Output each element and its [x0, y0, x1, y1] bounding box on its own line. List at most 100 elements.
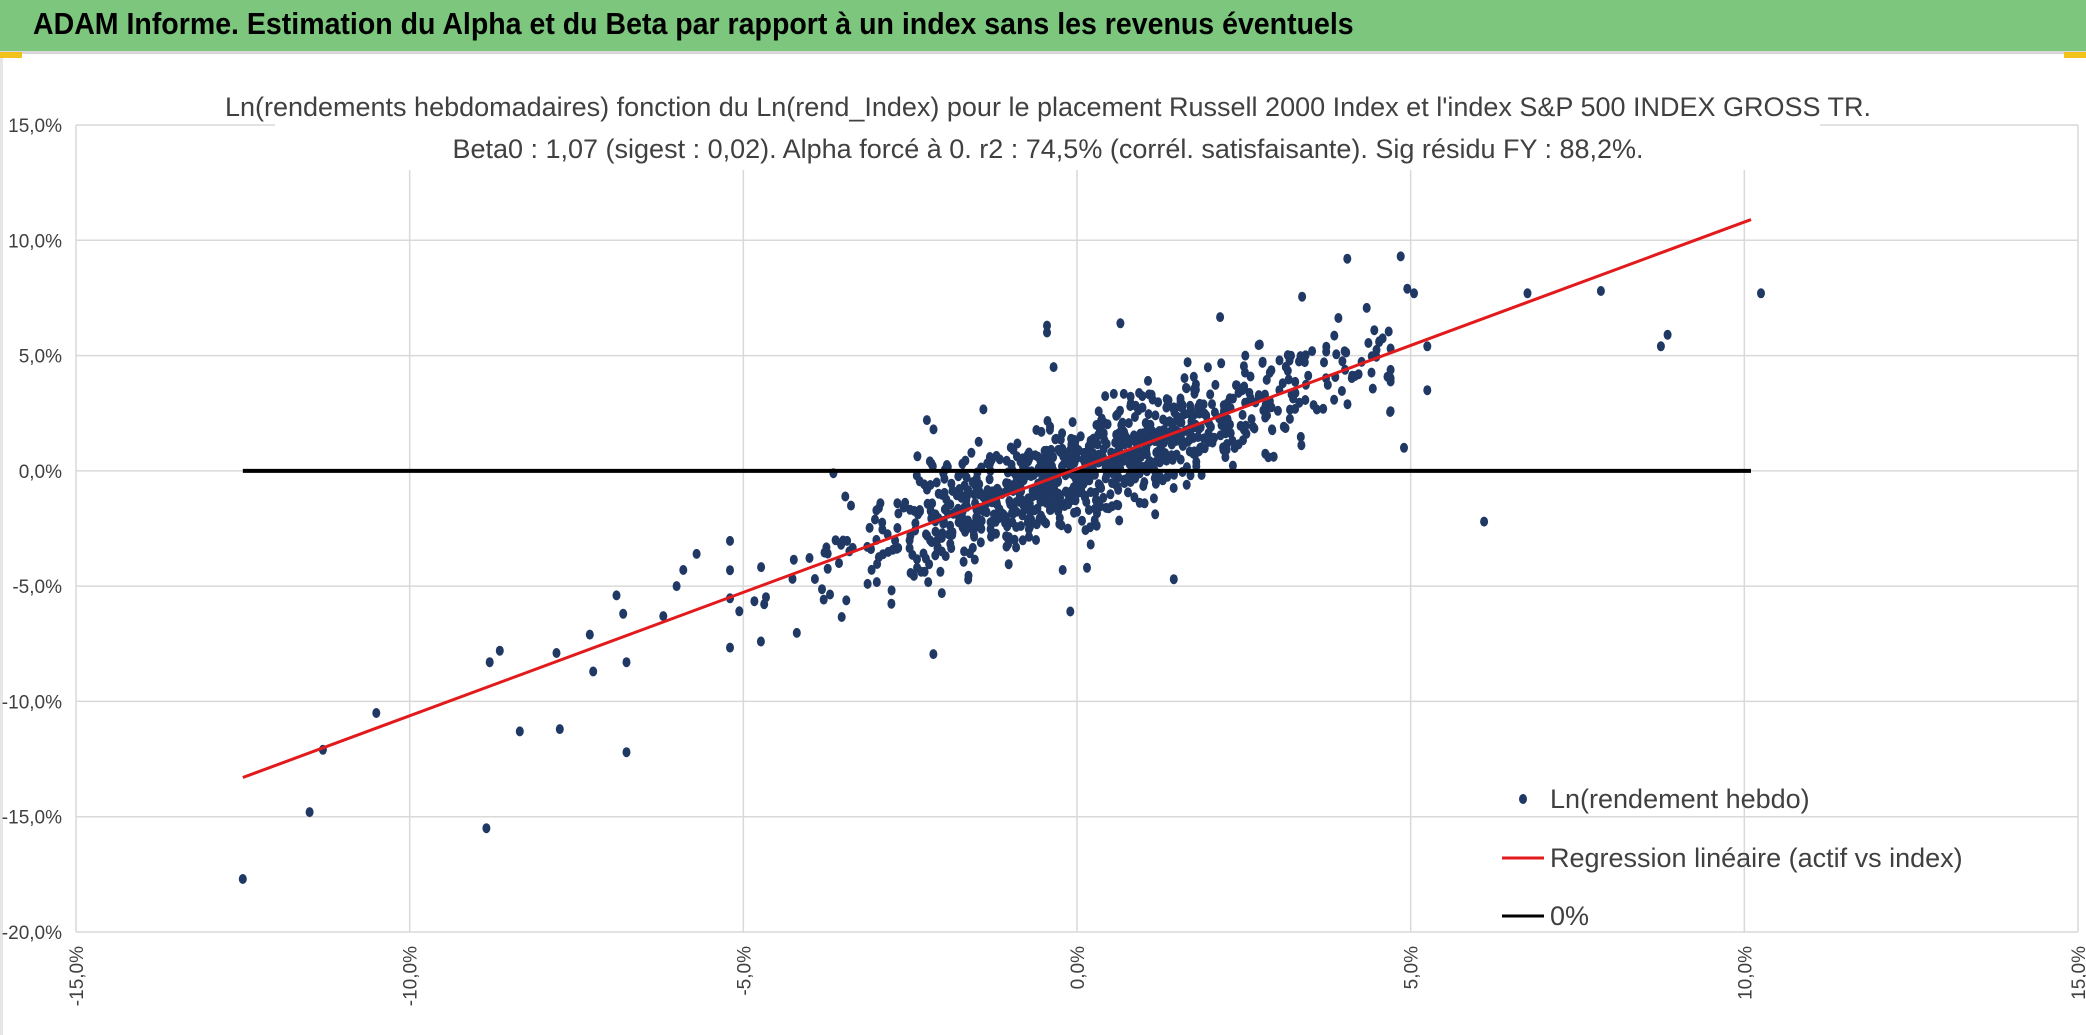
regression-line	[243, 220, 1751, 778]
data-point	[1355, 369, 1363, 379]
data-point	[959, 523, 967, 533]
data-point	[913, 451, 921, 461]
data-point	[1169, 403, 1177, 413]
legend-label-regression: Regression linéaire (actif vs index)	[1550, 843, 1963, 873]
data-point	[1012, 522, 1020, 532]
chart-title-line2: Beta0 : 1,07 (sigest : 0,02). Alpha forc…	[452, 134, 1643, 164]
y-tick-label: -10,0%	[2, 692, 62, 713]
data-point	[1179, 441, 1187, 451]
y-tick-label: -20,0%	[2, 923, 62, 944]
data-point	[1018, 510, 1026, 520]
data-point	[988, 455, 996, 465]
data-point	[1098, 414, 1106, 424]
data-point	[726, 643, 734, 653]
data-point	[871, 515, 879, 525]
data-point	[1400, 443, 1408, 453]
data-point	[1338, 356, 1346, 366]
data-point	[1136, 498, 1144, 508]
x-tick-label: 10,0%	[1735, 946, 1756, 1000]
legend-marker-points	[1519, 794, 1527, 804]
x-tick-label: 0,0%	[1068, 946, 1089, 989]
x-tick-label: -5,0%	[734, 946, 755, 996]
data-point	[757, 637, 765, 647]
data-point	[956, 488, 964, 498]
data-point	[980, 506, 988, 516]
data-point	[1082, 525, 1090, 535]
data-point	[1080, 479, 1088, 489]
data-point	[1033, 487, 1041, 497]
data-point	[1223, 445, 1231, 455]
data-point	[1524, 288, 1532, 298]
data-point	[1187, 406, 1195, 416]
data-point	[619, 609, 627, 619]
data-point	[1120, 389, 1128, 399]
data-point	[1047, 505, 1055, 515]
data-point	[1204, 362, 1212, 372]
data-point	[516, 726, 524, 736]
data-point	[1266, 368, 1274, 378]
data-point	[1030, 505, 1038, 515]
data-point	[1044, 416, 1052, 426]
data-point	[1255, 340, 1263, 350]
data-point	[1480, 517, 1488, 527]
data-point	[486, 657, 494, 667]
data-point	[589, 667, 597, 677]
data-point	[496, 646, 504, 656]
data-point	[1091, 488, 1099, 498]
data-point	[1041, 453, 1049, 463]
data-point	[1206, 389, 1214, 399]
data-point	[1375, 336, 1383, 346]
data-point	[1247, 372, 1255, 382]
x-axis-ticks: -15,0% -10,0% -5,0% 0,0% 5,0% 10,0% 15,0%	[67, 946, 2086, 1006]
data-point	[1657, 341, 1665, 351]
data-point	[1286, 414, 1294, 424]
data-point	[1387, 406, 1395, 416]
data-point	[893, 498, 901, 508]
data-point	[908, 550, 916, 560]
data-point	[879, 549, 887, 559]
data-point	[1070, 482, 1078, 492]
data-point	[1261, 449, 1269, 459]
data-point	[1135, 388, 1143, 398]
data-point	[1124, 487, 1132, 497]
data-point	[1112, 411, 1120, 421]
data-point	[1149, 395, 1157, 405]
data-point	[1054, 445, 1062, 455]
data-point	[762, 592, 770, 602]
data-point	[942, 551, 950, 561]
data-point	[835, 558, 843, 568]
data-point	[1322, 347, 1330, 357]
data-point	[1003, 542, 1011, 552]
data-point	[887, 599, 895, 609]
data-point	[824, 564, 832, 574]
data-point	[948, 530, 956, 540]
data-point	[1116, 430, 1124, 440]
data-point	[1125, 473, 1133, 483]
data-point	[938, 588, 946, 598]
data-point	[1284, 366, 1292, 376]
data-point	[906, 535, 914, 545]
data-point	[961, 456, 969, 466]
data-point	[1091, 504, 1099, 514]
data-point	[1170, 574, 1178, 584]
data-point	[1110, 389, 1118, 399]
data-point	[1194, 432, 1202, 442]
data-point	[910, 571, 918, 581]
data-point	[1083, 563, 1091, 573]
data-point	[873, 577, 881, 587]
data-point	[1410, 288, 1418, 298]
data-point	[1242, 421, 1250, 431]
data-point	[556, 724, 564, 734]
data-point	[1096, 426, 1104, 436]
data-point	[971, 555, 979, 565]
data-point	[1320, 357, 1328, 367]
data-point	[239, 874, 247, 884]
data-point	[1058, 520, 1066, 530]
x-tick-label: -15,0%	[67, 946, 88, 1006]
data-point	[1190, 372, 1198, 382]
data-point	[1423, 341, 1431, 351]
data-point	[941, 488, 949, 498]
data-point	[1151, 509, 1159, 519]
data-point	[839, 536, 847, 546]
data-point	[482, 823, 490, 833]
